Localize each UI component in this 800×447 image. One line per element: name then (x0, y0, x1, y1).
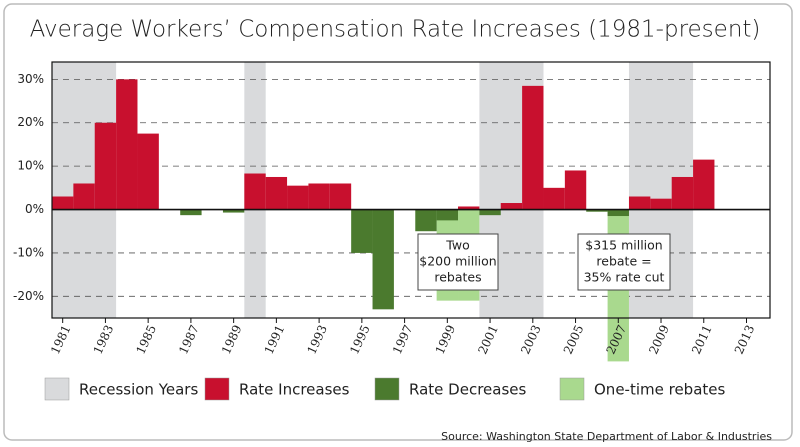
annotation-box (577, 233, 671, 291)
legend-swatch (559, 377, 585, 401)
y-tick-label: 30% (17, 72, 44, 86)
bar (607, 209, 629, 217)
annotation-text: $315 million (585, 238, 662, 253)
bar (522, 85, 544, 210)
annotation-text: rebates (434, 270, 481, 285)
legend-label: Recession Years (79, 381, 198, 399)
bar (244, 173, 266, 210)
bar (222, 209, 245, 213)
annotation-text: Two (445, 238, 469, 253)
legend-swatch (204, 377, 230, 401)
bar (458, 206, 480, 210)
bar (436, 209, 459, 221)
legend-swatch (374, 377, 400, 401)
bar (415, 209, 437, 232)
legend-label: Rate Decreases (409, 381, 526, 399)
bar (287, 185, 309, 210)
bar (351, 209, 373, 253)
annotation-text: rebate = (596, 254, 651, 269)
annotation-text: $200 million (419, 254, 496, 269)
bar (94, 122, 117, 210)
bar (543, 187, 565, 210)
y-tick-label: 20% (17, 115, 44, 129)
plot-border (51, 61, 771, 319)
legend-label: Rate Increases (239, 381, 350, 399)
bar (116, 79, 138, 210)
annotation-text: 35% rate cut (584, 270, 665, 285)
bar (671, 176, 694, 210)
bar (73, 183, 95, 210)
bar (308, 183, 330, 210)
y-tick-label: 0% (25, 202, 44, 216)
legend-label: One-time rebates (594, 381, 726, 399)
y-tick-label: 10% (17, 159, 44, 173)
bar (628, 196, 651, 210)
bar (265, 176, 288, 210)
frame (3, 3, 793, 441)
bar (564, 170, 587, 210)
bar (52, 196, 74, 210)
annotation-box (417, 233, 499, 291)
y-tick-label: -10% (13, 245, 44, 259)
bar (586, 209, 608, 212)
bar (372, 209, 394, 310)
bar (180, 209, 202, 216)
bar (329, 183, 352, 210)
bar (650, 198, 672, 210)
bar (693, 159, 715, 210)
legend-swatch (44, 377, 70, 401)
y-tick-label: -20% (13, 289, 44, 303)
source: Source: Washington State Department of L… (441, 430, 772, 443)
bar (500, 203, 523, 210)
chart-title: Average Workers’ Compensation Rate Incre… (30, 17, 761, 43)
bar (479, 209, 501, 216)
bar (137, 133, 159, 210)
